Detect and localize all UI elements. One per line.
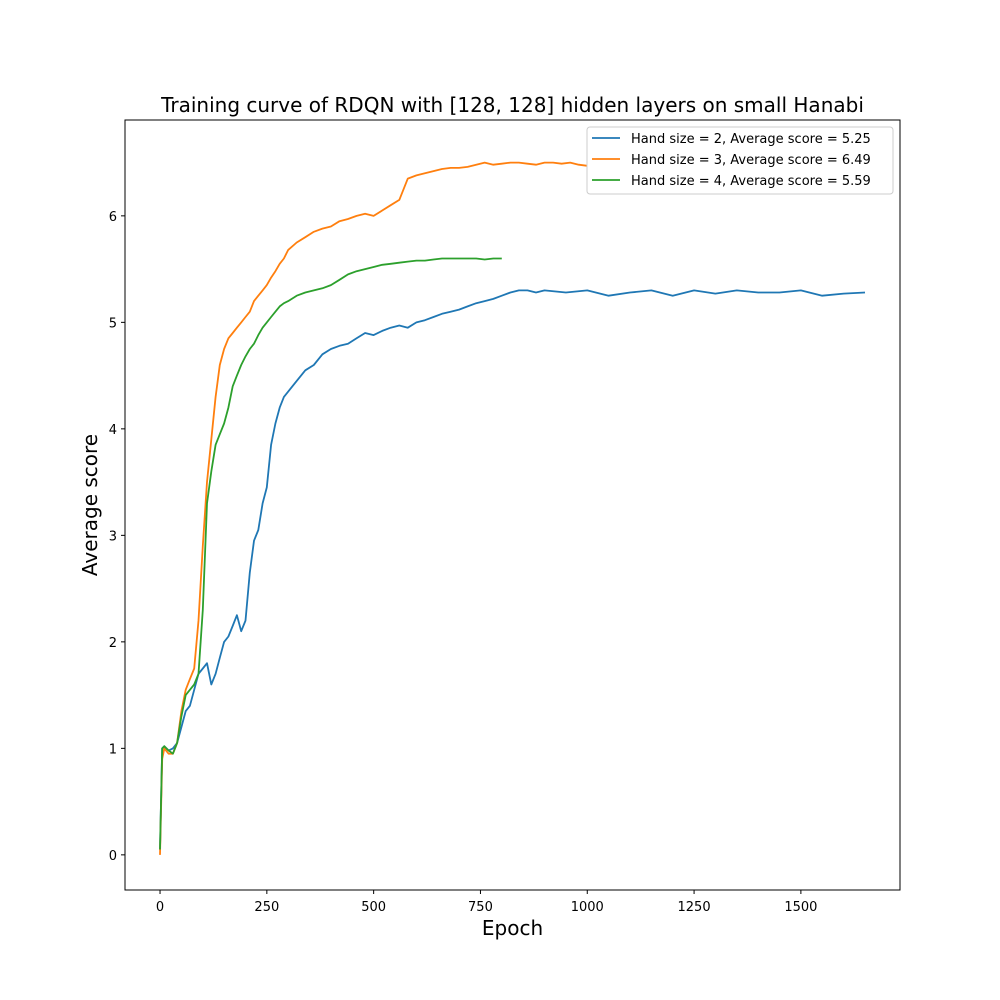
legend: Hand size = 2, Average score = 5.25 Hand … xyxy=(586,126,894,195)
series-line-hand-size-2 xyxy=(159,289,866,850)
x-tick-label: 1250 xyxy=(678,900,711,915)
legend-box xyxy=(586,126,894,195)
legend-label: Hand size = 2, Average score = 5.25 xyxy=(631,132,871,147)
legend-label: Hand size = 4, Average score = 5.59 xyxy=(631,174,871,189)
y-tick-label: 0 xyxy=(109,849,117,864)
y-tick-label: 6 xyxy=(109,210,117,225)
x-tick-label: 0 xyxy=(156,900,164,915)
x-tick-label: 1000 xyxy=(571,900,604,915)
y-tick-label: 1 xyxy=(109,742,117,757)
y-tick-label: 5 xyxy=(109,316,117,331)
x-tick-label: 500 xyxy=(361,900,386,915)
series-line-hand-size-3 xyxy=(159,161,588,855)
plot-frame xyxy=(124,119,901,891)
y-axis-ticks: 0 1 2 3 4 5 6 xyxy=(109,210,125,864)
y-axis-label: Average score xyxy=(78,434,102,576)
y-tick-label: 4 xyxy=(109,423,117,438)
x-axis-label: Epoch xyxy=(482,916,543,940)
x-tick-label: 750 xyxy=(468,900,493,915)
y-tick-label: 3 xyxy=(109,529,117,544)
plot-series-group xyxy=(159,161,866,855)
x-tick-label: 1500 xyxy=(784,900,817,915)
x-tick-label: 250 xyxy=(254,900,279,915)
y-tick-label: 2 xyxy=(109,636,117,651)
x-axis-ticks: 0 250 500 750 1000 1250 1500 xyxy=(156,890,817,915)
series-line-hand-size-4 xyxy=(159,257,502,850)
legend-label: Hand size = 3, Average score = 6.49 xyxy=(631,153,871,168)
chart-title: Training curve of RDQN with [128, 128] h… xyxy=(160,93,864,117)
